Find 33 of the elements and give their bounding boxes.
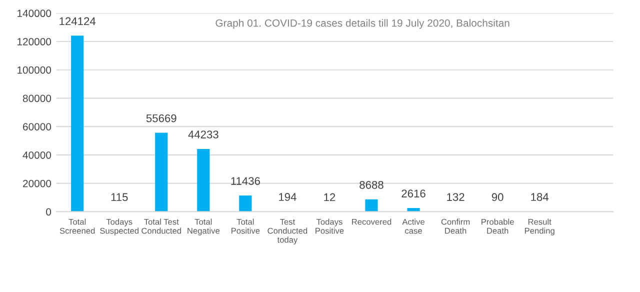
data-label: 90 <box>492 193 504 202</box>
data-label: 11436 <box>231 177 260 185</box>
y-tick-label: 60000 <box>23 123 52 130</box>
x-tick-label: Total Positive <box>232 218 260 234</box>
x-tick-label: Result Pending <box>524 218 554 236</box>
x-tick-label: Todays Positive <box>316 218 344 234</box>
data-label: 132 <box>447 193 464 201</box>
data-label: 55669 <box>146 114 176 122</box>
y-tick-label: 120000 <box>17 38 52 46</box>
x-tick-label: Confirm Death <box>441 218 470 234</box>
y-tick-label: 80000 <box>22 94 52 102</box>
data-label: 8688 <box>360 180 384 189</box>
data-label: 12 <box>324 193 336 202</box>
x-tick-label: Total Test Conducted <box>142 218 181 234</box>
x-tick-label: Total Screened <box>60 218 95 234</box>
x-tick-label: Total Negative <box>188 218 220 236</box>
x-tick-label: Test Conducted today <box>268 218 308 244</box>
data-label: 115 <box>111 193 128 202</box>
data-label: 124124 <box>60 17 96 26</box>
x-tick-label: Probable Death <box>482 218 514 234</box>
y-tick-label: 0 <box>46 208 52 216</box>
x-tick-label: Todays Suspected <box>100 218 139 236</box>
y-tick-label: 40000 <box>22 151 52 159</box>
data-label: 194 <box>279 193 296 201</box>
data-label: 2616 <box>402 190 426 198</box>
x-tick-label: Active case <box>402 218 424 234</box>
text: Graph 01. COVID-19 cases details till 19 July 2020, Balochsitan <box>216 19 510 29</box>
data-label: 44233 <box>188 130 218 138</box>
y-tick-label: 140000 <box>17 10 52 18</box>
x-tick-label: Recovered <box>352 218 392 225</box>
data-label: 184 <box>531 193 549 201</box>
y-tick-label: 100000 <box>17 66 52 74</box>
y-tick-label: 20000 <box>23 180 52 188</box>
